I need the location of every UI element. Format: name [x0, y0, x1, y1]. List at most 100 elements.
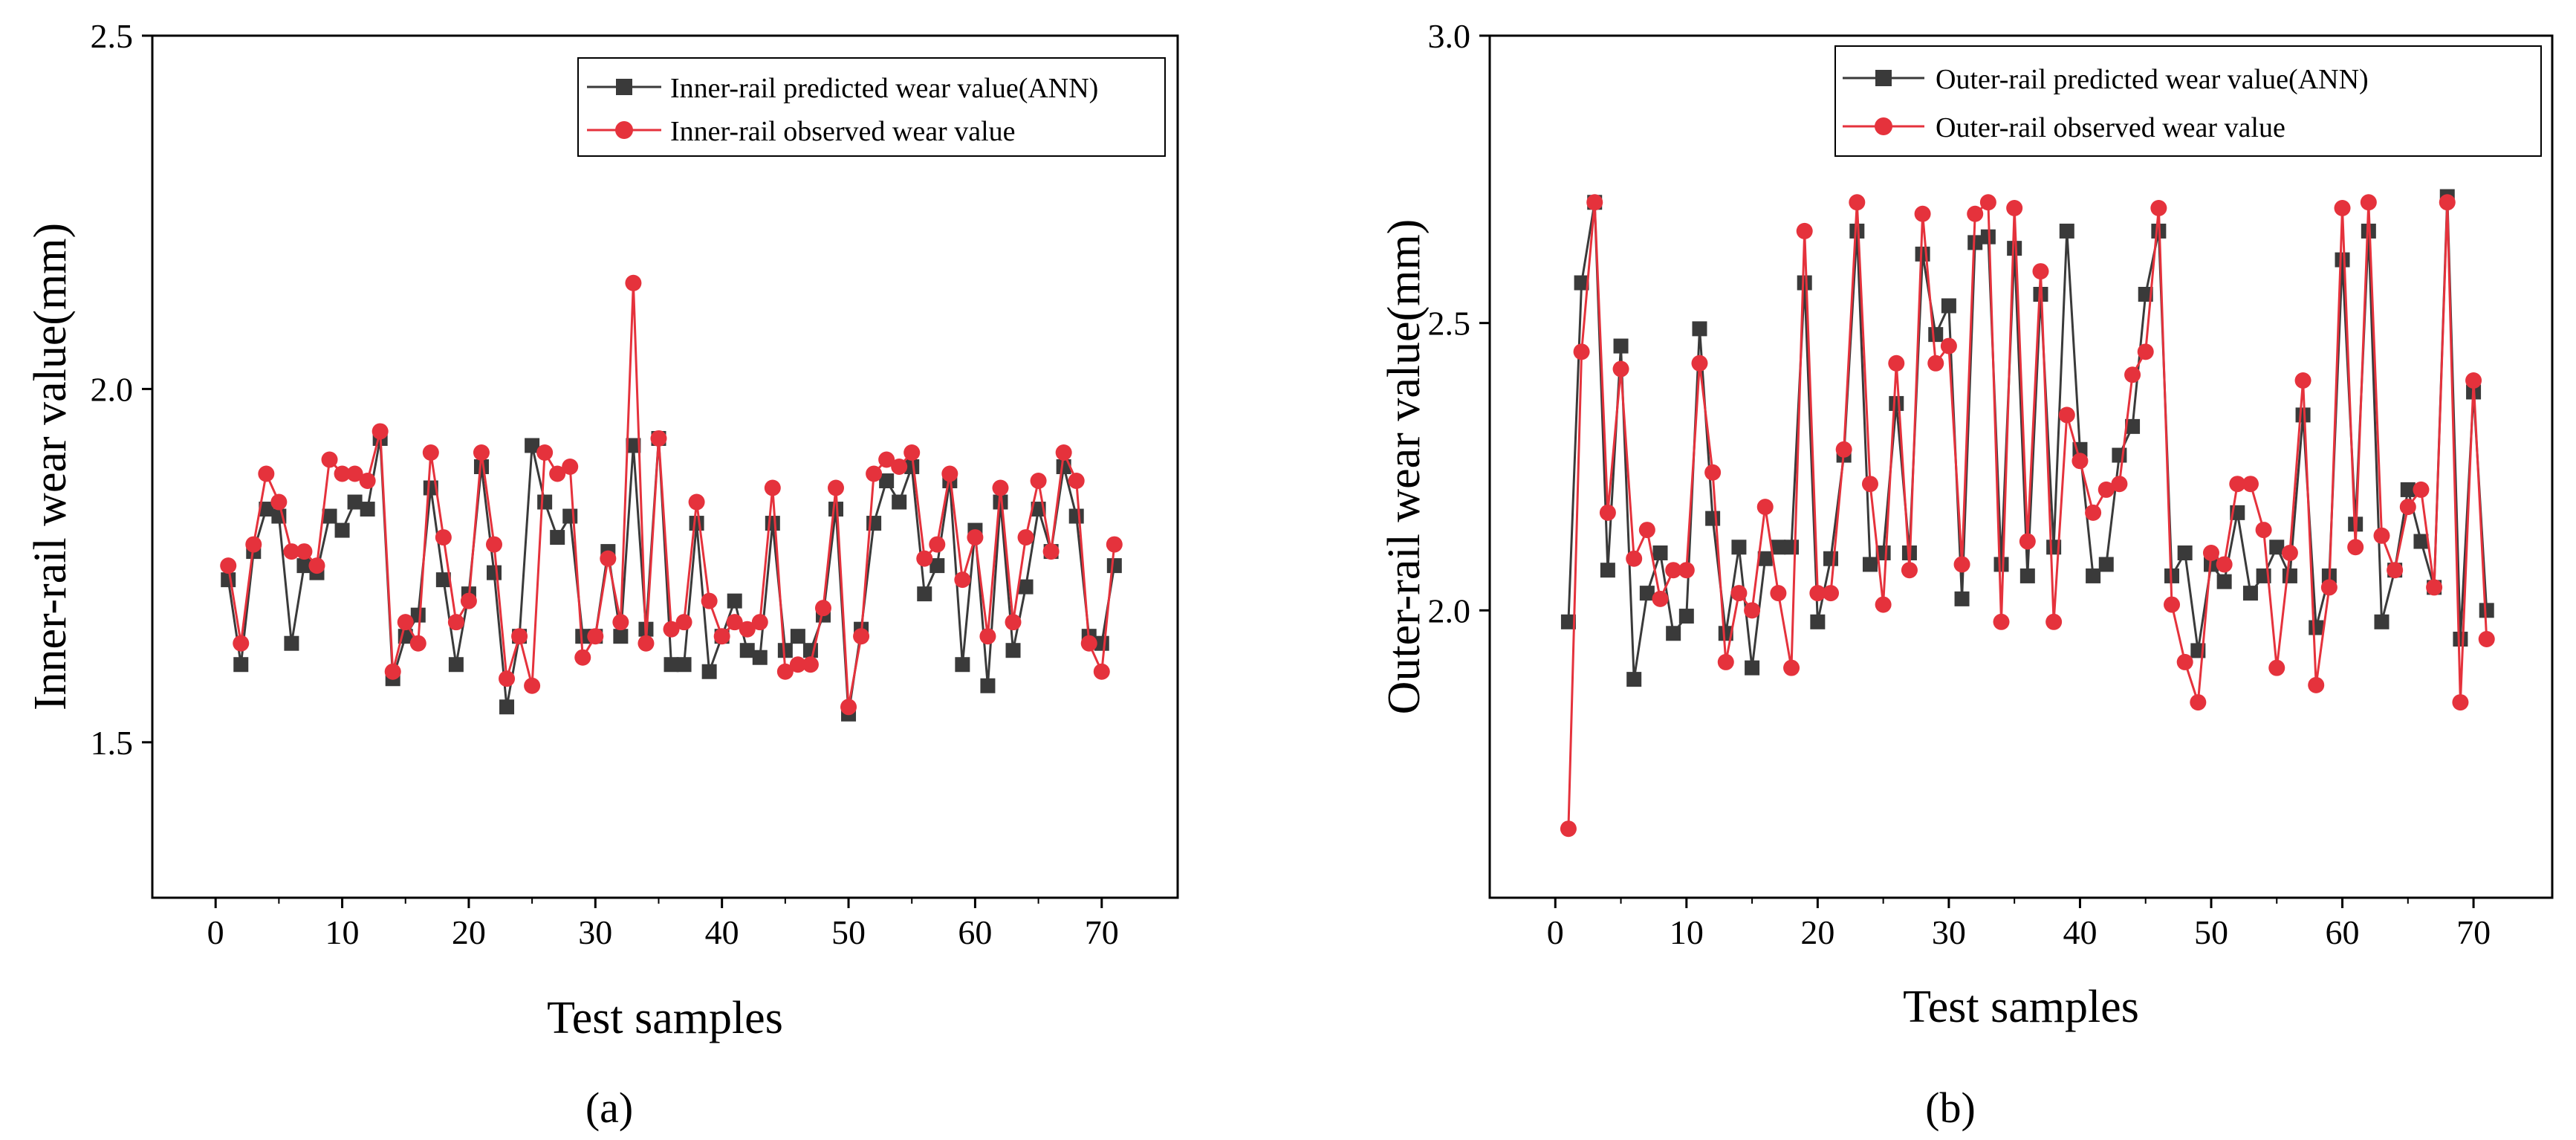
- data-point-observed-a: [663, 621, 680, 638]
- data-point-predicted-a: [727, 593, 742, 609]
- data-point-predicted-a: [1018, 579, 1034, 595]
- data-point-predicted-b: [2413, 534, 2429, 549]
- data-point-predicted-b: [1862, 557, 1878, 572]
- data-point-observed-b: [1704, 464, 1722, 481]
- data-point-observed-b: [1730, 585, 1748, 602]
- data-point-observed-b: [2098, 481, 2115, 498]
- data-point-predicted-a: [347, 494, 363, 510]
- data-point-predicted-b: [2059, 223, 2074, 239]
- data-point-observed-a: [308, 557, 325, 574]
- data-point-predicted-b: [2295, 407, 2311, 423]
- data-point-observed-a: [1005, 614, 1022, 631]
- y-tick-label-a: 1.5: [91, 724, 134, 762]
- x-axis-title-b: Test samples: [1903, 982, 2139, 1032]
- data-point-predicted-b: [2479, 603, 2494, 618]
- data-point-observed-a: [321, 451, 338, 468]
- x-tick-label-a: 70: [1085, 913, 1119, 951]
- data-point-predicted-a: [334, 522, 350, 538]
- data-point-predicted-b: [1731, 540, 1747, 555]
- data-point-predicted-a: [980, 678, 996, 693]
- data-point-observed-a: [891, 459, 908, 475]
- data-point-observed-a: [941, 465, 958, 482]
- data-point-predicted-a: [929, 558, 945, 574]
- legend-label-predicted-b: Outer-rail predicted wear value(ANN): [1936, 64, 2369, 95]
- data-point-predicted-b: [1600, 563, 1615, 578]
- data-point-observed-a: [422, 444, 439, 461]
- data-point-predicted-a: [410, 607, 426, 623]
- data-point-predicted-b: [1797, 275, 1812, 291]
- data-point-observed-b: [1927, 354, 1944, 372]
- data-point-predicted-b: [2007, 241, 2022, 256]
- data-point-observed-a: [637, 635, 655, 652]
- data-point-observed-b: [2006, 200, 2023, 216]
- data-point-observed-a: [334, 465, 351, 482]
- data-point-predicted-a: [993, 494, 1008, 510]
- data-point-predicted-b: [1652, 545, 1668, 560]
- data-point-observed-b: [1809, 585, 1826, 602]
- data-point-predicted-b: [1705, 511, 1721, 526]
- data-point-observed-a: [1080, 635, 1097, 652]
- panel-label-a: (a): [585, 1084, 633, 1132]
- data-point-predicted-b: [2125, 418, 2141, 434]
- y-tick-label-b: 3.0: [1428, 17, 1471, 55]
- x-tick-label-b: 60: [2326, 913, 2360, 951]
- data-point-observed-b: [2294, 372, 2311, 389]
- data-point-predicted-a: [626, 438, 641, 453]
- data-point-observed-b: [1783, 659, 1800, 676]
- x-tick-label-a: 60: [958, 913, 992, 951]
- data-point-predicted-b: [1626, 672, 1642, 687]
- plot-frame-b: [1488, 34, 2554, 899]
- data-point-observed-b: [1953, 556, 1970, 573]
- data-point-observed-a: [828, 479, 844, 496]
- data-point-predicted-a: [259, 502, 274, 517]
- data-point-observed-b: [2229, 476, 2246, 493]
- data-point-predicted-a: [917, 586, 932, 602]
- y-tick-label-b: 2.0: [1428, 592, 1471, 629]
- data-point-predicted-a: [448, 657, 464, 673]
- data-point-predicted-a: [221, 572, 236, 588]
- data-point-observed-b: [1744, 602, 1761, 619]
- data-point-predicted-a: [676, 657, 692, 673]
- data-point-observed-b: [2452, 694, 2469, 711]
- legend-marker-observed-a: [615, 121, 633, 139]
- data-point-predicted-a: [487, 565, 502, 580]
- data-point-predicted-a: [562, 508, 578, 524]
- data-point-observed-a: [612, 614, 629, 631]
- data-point-predicted-a: [765, 516, 780, 531]
- data-point-observed-a: [460, 592, 477, 609]
- data-point-predicted-b: [2400, 482, 2416, 497]
- axis-ticks-b: 0 10 20 30 40 50 60 70 2.0 2.5 3.0: [1428, 17, 2491, 951]
- data-point-predicted-b: [2374, 614, 2390, 629]
- data-point-observed-b: [2085, 504, 2102, 521]
- x-tick-label-b: 0: [1547, 913, 1564, 951]
- data-point-observed-a: [270, 493, 288, 511]
- data-point-predicted-a: [473, 459, 489, 474]
- data-point-observed-b: [2111, 476, 2128, 493]
- data-point-observed-a: [372, 423, 389, 440]
- data-point-predicted-b: [1889, 395, 1904, 411]
- data-point-observed-b: [2032, 263, 2049, 280]
- data-point-observed-a: [499, 670, 516, 687]
- data-point-predicted-a: [892, 494, 907, 510]
- data-point-observed-a: [650, 430, 667, 447]
- data-point-observed-a: [384, 663, 401, 680]
- data-point-observed-a: [688, 493, 705, 511]
- data-point-observed-a: [764, 479, 781, 496]
- data-point-predicted-a: [550, 530, 565, 545]
- data-point-observed-a: [220, 557, 237, 574]
- data-point-predicted-b: [1915, 246, 1930, 262]
- data-point-observed-a: [346, 465, 363, 482]
- data-point-observed-b: [1638, 522, 1655, 539]
- y-axis-title-a: Inner-rail wear value(mm): [25, 223, 76, 710]
- data-point-observed-a: [967, 529, 984, 546]
- data-point-predicted-b: [1678, 609, 1694, 624]
- data-point-predicted-a: [664, 657, 679, 673]
- data-point-predicted-b: [1757, 551, 1773, 566]
- data-point-observed-a: [789, 656, 806, 673]
- data-point-predicted-b: [1560, 614, 1576, 629]
- x-tick-label-b: 10: [1670, 913, 1704, 951]
- data-point-predicted-b: [1993, 557, 2009, 572]
- data-point-observed-b: [2255, 522, 2272, 539]
- data-point-observed-a: [600, 550, 617, 567]
